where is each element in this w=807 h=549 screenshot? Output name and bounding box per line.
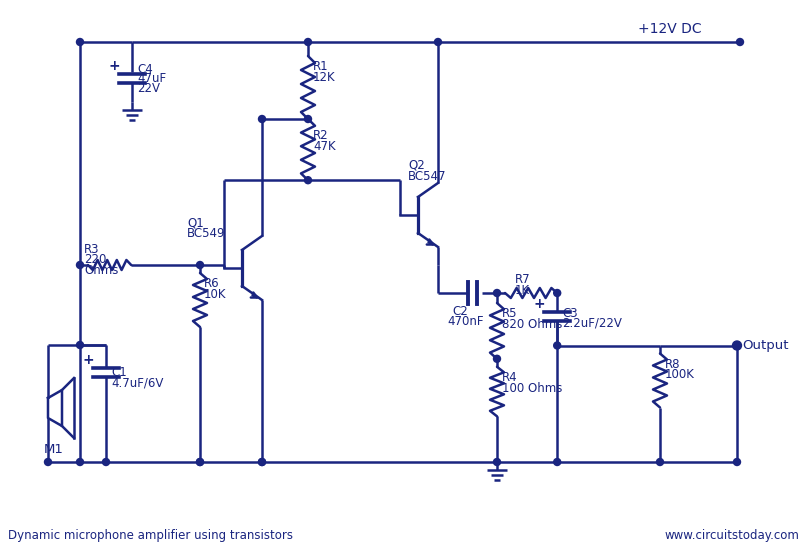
Circle shape: [77, 341, 83, 349]
Circle shape: [304, 38, 312, 46]
Text: C1: C1: [111, 366, 127, 379]
Text: C3: C3: [562, 307, 578, 320]
Circle shape: [554, 289, 561, 296]
Text: 22V: 22V: [137, 82, 160, 95]
Circle shape: [304, 177, 312, 184]
Circle shape: [737, 38, 743, 46]
Circle shape: [733, 341, 742, 350]
Circle shape: [77, 261, 83, 268]
Circle shape: [734, 458, 741, 466]
Text: R8: R8: [665, 357, 680, 371]
Text: Dynamic microphone amplifier using transistors: Dynamic microphone amplifier using trans…: [8, 529, 293, 542]
Circle shape: [494, 458, 500, 466]
Text: 2.2uF/22V: 2.2uF/22V: [562, 317, 622, 330]
Circle shape: [258, 115, 266, 122]
Circle shape: [77, 458, 83, 466]
Text: +: +: [82, 352, 94, 367]
Circle shape: [494, 289, 500, 296]
Text: BC547: BC547: [408, 170, 446, 183]
Circle shape: [258, 458, 266, 466]
Text: R2: R2: [313, 129, 328, 142]
Text: 1K: 1K: [515, 284, 530, 297]
Text: R3: R3: [84, 243, 99, 256]
Text: C4: C4: [137, 63, 153, 76]
Text: BC549: BC549: [187, 227, 225, 240]
Text: 100K: 100K: [665, 368, 695, 382]
Text: 47K: 47K: [313, 140, 336, 153]
Circle shape: [554, 342, 561, 349]
Circle shape: [44, 458, 52, 466]
Text: 4.7uF/6V: 4.7uF/6V: [111, 376, 163, 389]
Text: 820 Ohms: 820 Ohms: [502, 318, 562, 331]
Text: Output: Output: [742, 339, 788, 352]
Text: 100 Ohms: 100 Ohms: [502, 382, 562, 395]
Text: C2: C2: [452, 305, 468, 318]
Circle shape: [304, 115, 312, 122]
Text: R1: R1: [313, 60, 328, 73]
Text: Q2: Q2: [408, 159, 424, 172]
Text: R7: R7: [515, 273, 531, 286]
Circle shape: [258, 458, 266, 466]
Circle shape: [102, 458, 110, 466]
Text: M1: M1: [44, 443, 64, 456]
Circle shape: [196, 458, 203, 466]
Text: R4: R4: [502, 371, 517, 384]
Text: www.circuitstoday.com: www.circuitstoday.com: [664, 529, 799, 542]
Text: +: +: [108, 59, 119, 72]
Text: 470nF: 470nF: [447, 315, 483, 328]
Text: Q1: Q1: [187, 216, 203, 229]
Circle shape: [554, 458, 561, 466]
Circle shape: [494, 355, 500, 362]
Text: 10K: 10K: [204, 288, 227, 301]
Text: R6: R6: [204, 277, 220, 290]
Text: +12V DC: +12V DC: [638, 22, 701, 36]
Text: +: +: [533, 296, 545, 311]
Text: 47uF: 47uF: [137, 72, 166, 85]
Text: Ohms: Ohms: [84, 264, 119, 277]
Text: 220: 220: [84, 253, 107, 266]
Circle shape: [196, 261, 203, 268]
Circle shape: [77, 38, 83, 46]
Text: R5: R5: [502, 307, 517, 320]
Circle shape: [657, 458, 663, 466]
Circle shape: [434, 38, 441, 46]
Circle shape: [196, 458, 203, 466]
Text: 12K: 12K: [313, 71, 336, 84]
